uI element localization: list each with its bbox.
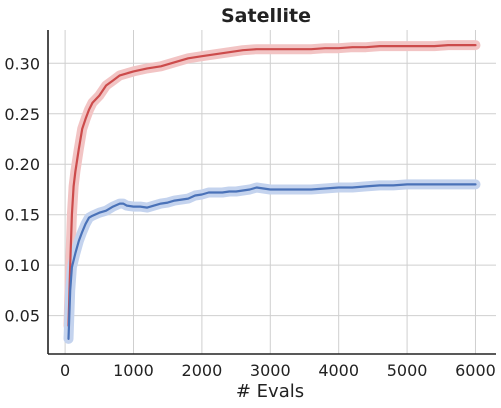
y-tick-label: 0.15 [4,206,40,225]
axes [47,30,496,355]
series-2-line [67,183,477,340]
x-tick-label: 0 [60,361,70,380]
x-axis-label: # Evals [236,381,304,402]
x-tick-label: 1000 [113,361,154,380]
x-tick-label: 4000 [318,361,359,380]
x-tick-label: 2000 [182,361,223,380]
series-1-line [67,43,477,327]
x-tick-label: 5000 [387,361,428,380]
y-tick-label: 0.30 [4,54,40,73]
series-lines [67,43,477,340]
y-tick-labels: 0.05 0.10 0.15 0.20 0.25 0.30 [4,54,40,325]
y-tick-label: 0.25 [4,105,40,124]
y-tick-label: 0.10 [4,256,40,275]
x-tick-label: 3000 [250,361,291,380]
x-tick-label: 6000 [455,361,496,380]
y-tick-label: 0.20 [4,155,40,174]
chart-title: Satellite [221,5,311,27]
x-tick-labels: 0 1000 2000 3000 4000 5000 6000 [60,361,496,380]
y-tick-label: 0.05 [4,307,40,326]
